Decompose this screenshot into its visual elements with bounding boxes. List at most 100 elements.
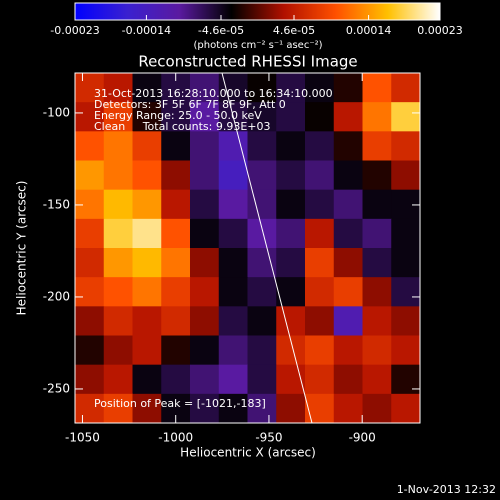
cell bbox=[305, 218, 335, 249]
cell bbox=[190, 160, 220, 191]
cell bbox=[305, 73, 335, 103]
cell bbox=[247, 335, 277, 366]
cell bbox=[103, 160, 133, 191]
cell bbox=[247, 160, 277, 191]
cell bbox=[362, 335, 392, 366]
x-tick-label: -950 bbox=[255, 431, 282, 445]
cell bbox=[391, 335, 421, 366]
cell bbox=[190, 364, 220, 395]
cell bbox=[132, 160, 162, 191]
cell bbox=[161, 364, 191, 395]
cell bbox=[190, 277, 220, 307]
cell bbox=[333, 248, 363, 278]
footer: 1-Nov-2013 12:32 bbox=[397, 483, 496, 496]
cell bbox=[362, 306, 392, 336]
cell bbox=[305, 248, 335, 278]
cell bbox=[276, 248, 306, 278]
cell bbox=[362, 73, 392, 103]
cell bbox=[132, 306, 162, 336]
cell bbox=[103, 131, 133, 161]
cell bbox=[305, 160, 335, 191]
y-tick-label: -200 bbox=[43, 289, 70, 303]
cell bbox=[391, 277, 421, 307]
cell bbox=[103, 306, 133, 336]
cell bbox=[75, 335, 105, 366]
cell bbox=[103, 277, 133, 307]
cell bbox=[247, 393, 277, 424]
cell bbox=[190, 248, 220, 278]
cell bbox=[333, 160, 363, 191]
cell bbox=[391, 306, 421, 336]
cell bbox=[391, 73, 421, 103]
cell bbox=[276, 131, 306, 161]
colorbar-tick-label: -4.6e-05 bbox=[198, 24, 244, 37]
cell bbox=[362, 189, 392, 220]
cell bbox=[276, 393, 306, 424]
cell bbox=[247, 131, 277, 161]
y-tick-label: -150 bbox=[43, 197, 70, 211]
cell bbox=[161, 102, 191, 132]
colorbar-label: (photons cm⁻² s⁻¹ asec⁻²) bbox=[193, 40, 322, 51]
cell bbox=[132, 393, 162, 424]
cell bbox=[391, 218, 421, 249]
cell bbox=[190, 218, 220, 249]
cell bbox=[247, 73, 277, 103]
cell bbox=[132, 335, 162, 366]
annotation: 31-Oct-2013 16:28:10.000 to 16:34:10.000 bbox=[94, 87, 333, 100]
cell bbox=[190, 393, 220, 424]
cell bbox=[161, 306, 191, 336]
cell bbox=[103, 102, 133, 132]
cell bbox=[391, 131, 421, 161]
cell bbox=[333, 393, 363, 424]
y-tick-label: -250 bbox=[43, 381, 70, 395]
limb-line bbox=[221, 72, 313, 424]
cell bbox=[333, 189, 363, 220]
cell bbox=[132, 277, 162, 307]
x-tick-label: -900 bbox=[349, 431, 376, 445]
y-axis-label: Heliocentric Y (arcsec) bbox=[15, 181, 29, 316]
cell bbox=[276, 189, 306, 220]
cell bbox=[247, 189, 277, 220]
cell bbox=[305, 277, 335, 307]
cell bbox=[75, 131, 105, 161]
cell bbox=[276, 218, 306, 249]
cell bbox=[190, 102, 220, 132]
cell bbox=[218, 189, 248, 220]
cell bbox=[103, 364, 133, 395]
cell bbox=[305, 102, 335, 132]
cell bbox=[333, 335, 363, 366]
cell bbox=[362, 364, 392, 395]
cell bbox=[247, 277, 277, 307]
cell bbox=[161, 277, 191, 307]
cell bbox=[276, 160, 306, 191]
cell bbox=[103, 335, 133, 366]
cell bbox=[391, 248, 421, 278]
cell bbox=[362, 218, 392, 249]
cell bbox=[218, 160, 248, 191]
cell bbox=[247, 306, 277, 336]
cell bbox=[161, 248, 191, 278]
cell bbox=[333, 131, 363, 161]
cell bbox=[362, 102, 392, 132]
cell bbox=[305, 306, 335, 336]
cell bbox=[103, 393, 133, 424]
cell bbox=[391, 393, 421, 424]
colorbar bbox=[74, 2, 441, 21]
annotation: Energy Range: 25.0 - 50.0 keV bbox=[94, 109, 262, 122]
cell bbox=[103, 218, 133, 249]
cell bbox=[305, 393, 335, 424]
colorbar-tick-label: -0.00023 bbox=[50, 24, 99, 37]
cell bbox=[218, 306, 248, 336]
annotation: Clean Total counts: 9.93E+03 bbox=[94, 120, 271, 133]
x-axis-label: Heliocentric X (arcsec) bbox=[180, 446, 316, 460]
colorbar-tick-label: 4.6e-05 bbox=[273, 24, 315, 37]
cell bbox=[333, 277, 363, 307]
cell bbox=[132, 364, 162, 395]
cell bbox=[103, 248, 133, 278]
cell bbox=[132, 131, 162, 161]
cell bbox=[75, 306, 105, 336]
cell bbox=[75, 73, 105, 103]
cell bbox=[75, 393, 105, 424]
cell bbox=[75, 218, 105, 249]
